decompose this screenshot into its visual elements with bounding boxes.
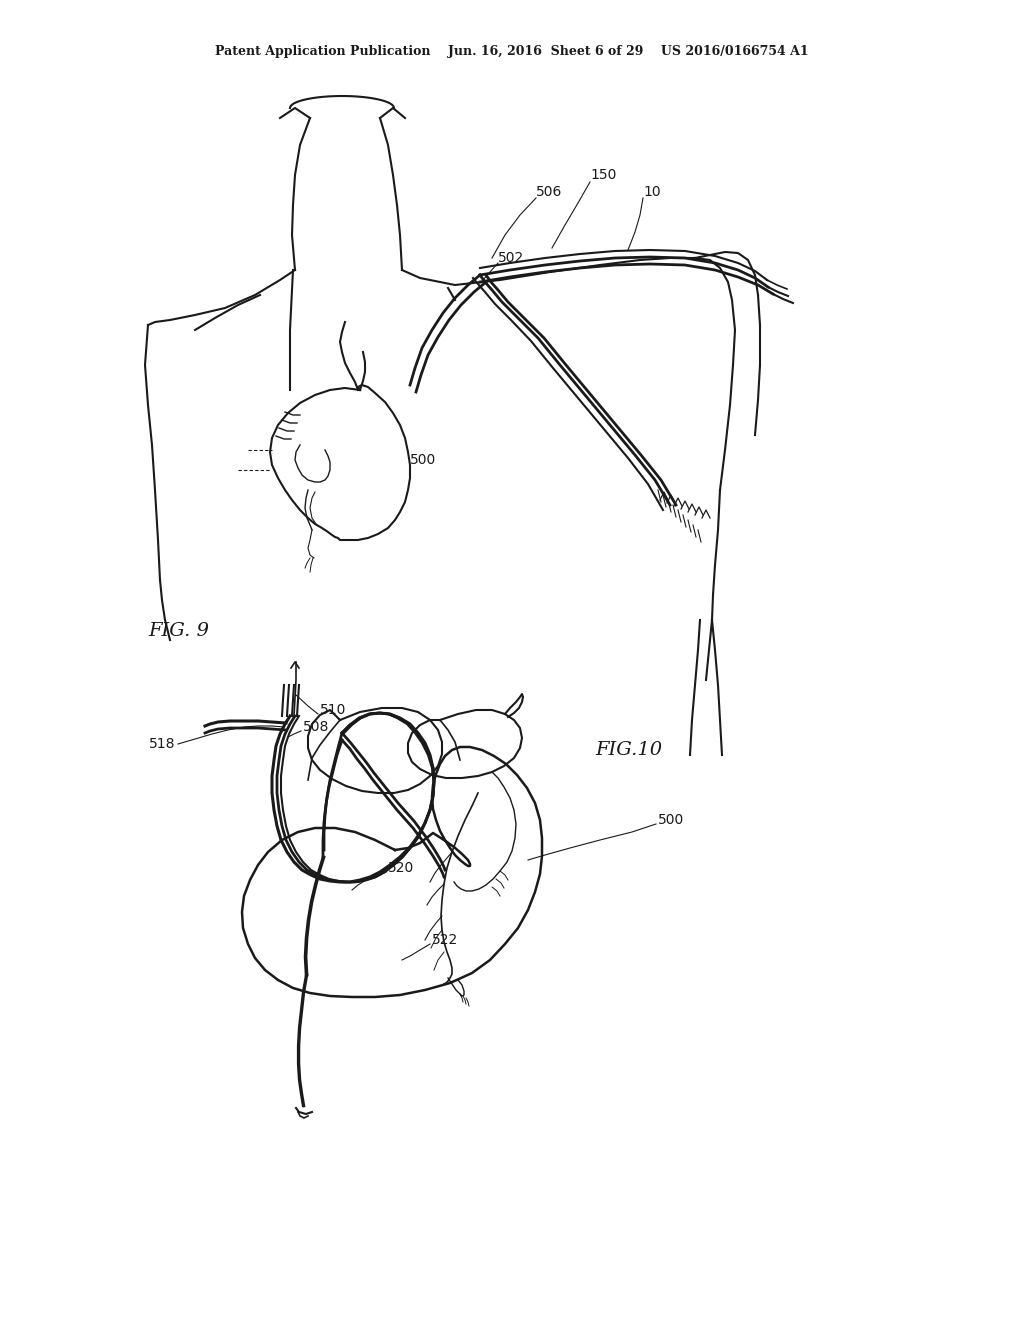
Text: 10: 10 [643,185,660,199]
Text: 500: 500 [410,453,436,467]
Text: 502: 502 [498,251,524,265]
Text: 506: 506 [536,185,562,199]
Text: Patent Application Publication    Jun. 16, 2016  Sheet 6 of 29    US 2016/016675: Patent Application Publication Jun. 16, … [215,45,809,58]
Text: 508: 508 [303,719,330,734]
Text: 510: 510 [319,704,346,717]
Text: 500: 500 [658,813,684,828]
Text: 522: 522 [432,933,459,946]
Text: 520: 520 [388,861,415,875]
Text: 518: 518 [148,737,175,751]
Text: 150: 150 [590,168,616,182]
Text: FIG. 9: FIG. 9 [148,622,209,640]
Text: FIG.10: FIG.10 [595,741,663,759]
